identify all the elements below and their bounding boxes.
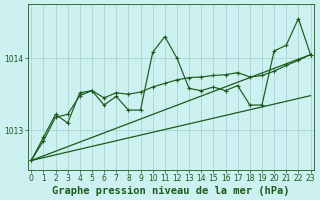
X-axis label: Graphe pression niveau de la mer (hPa): Graphe pression niveau de la mer (hPa) [52,186,290,196]
